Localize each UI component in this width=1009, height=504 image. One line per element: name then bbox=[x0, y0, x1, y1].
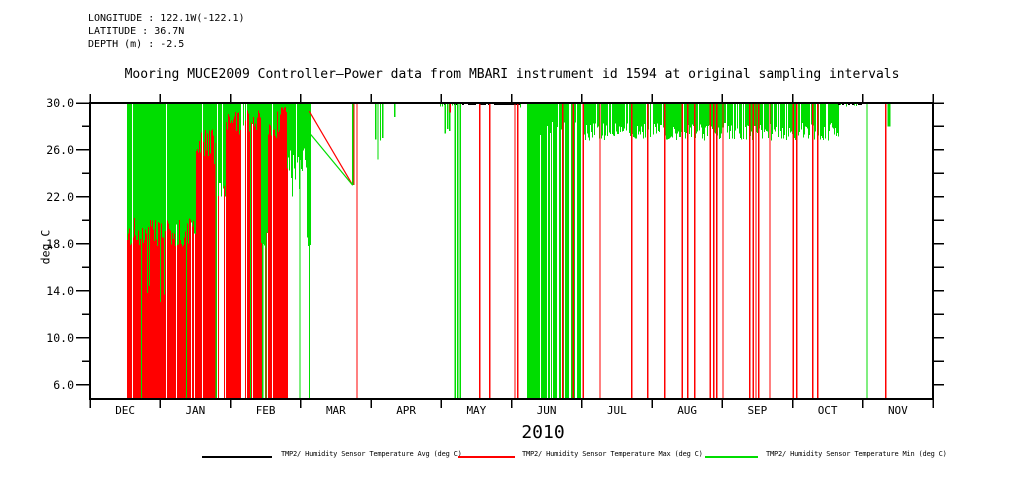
y-tick-label: 18.0 bbox=[46, 236, 74, 251]
y-tick-label: 26.0 bbox=[46, 142, 74, 157]
x-tick-label-aug: AUG bbox=[677, 404, 698, 417]
x-tick-label-sep: SEP bbox=[747, 404, 768, 417]
x-tick-label-oct: OCT bbox=[817, 404, 838, 417]
y-tick-label: 22.0 bbox=[46, 189, 74, 204]
x-tick-label-feb: FEB bbox=[255, 404, 276, 417]
header-longitude: LONGITUDE : 122.1W(-122.1) bbox=[88, 13, 245, 24]
header-latitude: LATITUDE : 36.7N bbox=[88, 26, 185, 37]
legend-label-max: TMP2/ Humidity Sensor Temperature Max (d… bbox=[522, 450, 703, 458]
legend-line-min bbox=[705, 456, 758, 458]
header-depth: DEPTH (m) : -2.5 bbox=[88, 39, 185, 50]
x-tick-label-jan: JAN bbox=[185, 404, 206, 417]
x-tick-label-jul: JUL bbox=[606, 404, 627, 417]
y-tick-label: 10.0 bbox=[46, 330, 74, 345]
chart-title: Mooring MUCE2009 Controller–Power data f… bbox=[124, 67, 900, 82]
x-tick-label-apr: APR bbox=[396, 404, 417, 417]
x-tick-label-nov: NOV bbox=[887, 404, 908, 417]
y-tick-label: 14.0 bbox=[46, 283, 74, 298]
y-tick-label: 6.0 bbox=[53, 377, 74, 392]
legend-label-avg: TMP2/ Humidity Sensor Temperature Avg (d… bbox=[281, 450, 462, 458]
x-tick-label-jun: JUN bbox=[536, 404, 557, 417]
legend-label-min: TMP2/ Humidity Sensor Temperature Min (d… bbox=[766, 450, 947, 458]
legend-line-avg bbox=[202, 456, 272, 458]
x-tick-label-may: MAY bbox=[466, 404, 487, 417]
x-tick-label-dec: DEC bbox=[115, 404, 136, 417]
year-label: 2010 bbox=[521, 422, 565, 443]
x-tick-label-mar: MAR bbox=[325, 404, 346, 417]
y-tick-label: 30.0 bbox=[46, 96, 74, 110]
legend-line-max bbox=[458, 456, 515, 458]
